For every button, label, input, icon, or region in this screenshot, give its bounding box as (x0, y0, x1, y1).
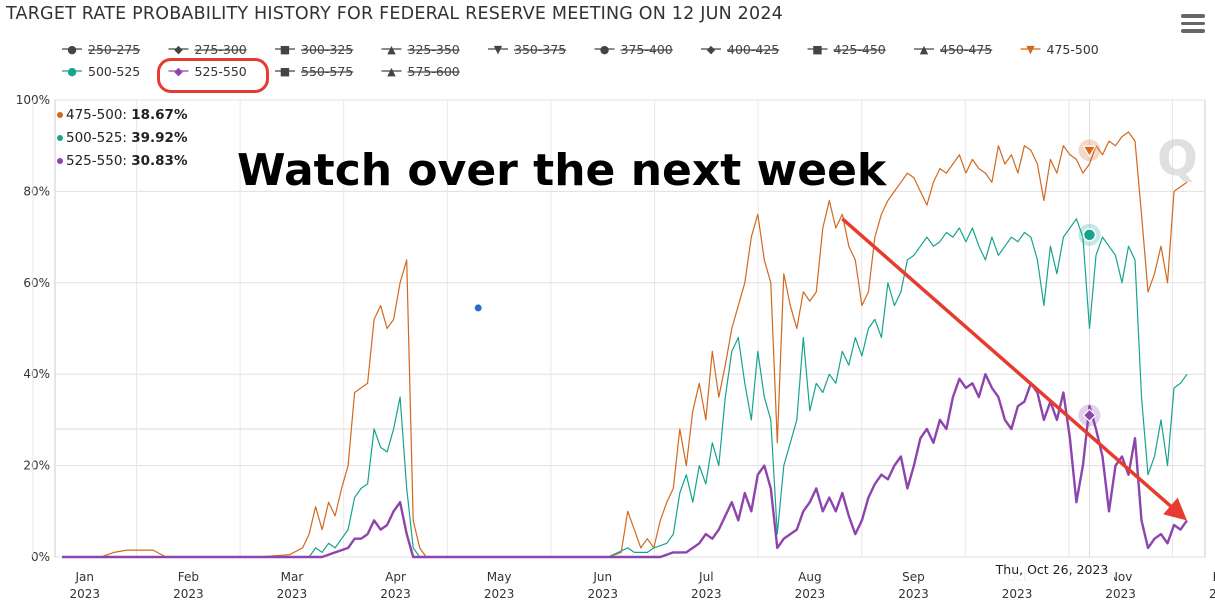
hover-marker-525-550 (1082, 408, 1097, 423)
readout-dot (57, 112, 63, 118)
chart-title: TARGET RATE PROBABILITY HISTORY FOR FEDE… (6, 4, 783, 24)
x-tick-year: 2023 (69, 587, 100, 601)
legend-symbol: ▼ (494, 43, 503, 56)
x-tick-year: 2023 (795, 587, 826, 601)
annotation-arrow-line (841, 217, 1172, 508)
legend-symbol: ◆ (174, 65, 183, 78)
legend-item-300-325[interactable]: 300-325 (301, 42, 353, 57)
legend-symbol: ■ (812, 43, 822, 56)
legend-item-450-475[interactable]: 450-475 (940, 42, 992, 57)
legend-item-250-275[interactable]: 250-275 (88, 42, 140, 57)
y-tick-label: 0% (31, 550, 50, 564)
y-tick-label: 80% (23, 184, 50, 198)
readout-475-500: 475-500: 18.67% (66, 107, 188, 123)
x-tick-month: Jul (698, 570, 713, 584)
x-tick-year: 2023 (1002, 587, 1033, 601)
x-tick-year: 2023 (898, 587, 929, 601)
legend-symbol: ● (67, 43, 77, 56)
legend-symbol: ▲ (387, 43, 396, 56)
annotation-text: Watch over the next week (237, 145, 888, 196)
x-tick-month: Jan (75, 570, 95, 584)
x-tick-year: 2023 (1209, 587, 1215, 601)
readout-500-525: 500-525: 39.92% (66, 130, 188, 146)
annotation-arrow-head (1163, 497, 1187, 521)
x-tick-month: May (487, 570, 512, 584)
x-tick-month: Feb (178, 570, 199, 584)
date-tooltip: Thu, Oct 26, 2023 (990, 558, 1114, 582)
legend-symbol: ● (67, 65, 77, 78)
legend-symbol: ■ (280, 65, 290, 78)
y-tick-label: 60% (23, 276, 50, 290)
legend-item-425-450[interactable]: 425-450 (834, 42, 886, 57)
legend-symbol: ▼ (1026, 43, 1035, 56)
legend-item-525-550[interactable]: 525-550 (195, 64, 247, 79)
x-tick-month: Mar (281, 570, 304, 584)
series-line-500-525 (62, 218, 1188, 558)
legend-symbol: ◆ (707, 43, 716, 56)
series-line-525-550 (62, 373, 1188, 559)
series-line-475-500 (62, 131, 1188, 558)
legend-item-375-400[interactable]: 375-400 (621, 42, 673, 57)
x-tick-month: Dec (1213, 570, 1215, 584)
legend-item-575-600[interactable]: 575-600 (408, 64, 460, 79)
legend-symbol: ◆ (174, 43, 183, 56)
legend-symbol: ● (600, 43, 610, 56)
readout-dot (57, 135, 63, 141)
legend-item-325-350[interactable]: 325-350 (408, 42, 460, 57)
y-tick-label: 40% (23, 367, 50, 381)
legend-item-550-575[interactable]: 550-575 (301, 64, 353, 79)
x-tick-year: 2023 (173, 587, 204, 601)
stray-blue-dot (474, 304, 482, 312)
chart-menu-icon[interactable] (1181, 14, 1205, 36)
x-tick-month: Jun (592, 570, 612, 584)
legend-symbol: ■ (280, 43, 290, 56)
x-tick-year: 2023 (1105, 587, 1136, 601)
legend-symbol: ▲ (387, 65, 396, 78)
readout-525-550: 525-550: 30.83% (66, 153, 188, 169)
x-tick-month: Apr (385, 570, 406, 584)
x-tick-month: Nov (1109, 570, 1132, 584)
x-tick-year: 2023 (691, 587, 722, 601)
legend-item-475-500[interactable]: 475-500 (1047, 42, 1099, 57)
hover-marker-500-525 (1082, 228, 1097, 242)
readout-dot (57, 158, 63, 164)
legend-item-500-525[interactable]: 500-525 (88, 64, 140, 79)
legend-symbol: ▲ (920, 43, 929, 56)
legend-item-275-300[interactable]: 275-300 (195, 42, 247, 57)
hover-marker-475-500 (1082, 145, 1097, 158)
x-tick-year: 2023 (587, 587, 618, 601)
x-tick-year: 2023 (277, 587, 308, 601)
legend-item-350-375[interactable]: 350-375 (514, 42, 566, 57)
watermark-logo: Q (1157, 131, 1198, 187)
x-tick-year: 2023 (484, 587, 515, 601)
x-tick-year: 2023 (380, 587, 411, 601)
x-tick-month: Sep (902, 570, 925, 584)
legend-item-400-425[interactable]: 400-425 (727, 42, 779, 57)
x-tick-month: Aug (798, 570, 821, 584)
y-tick-label: 20% (23, 459, 50, 473)
legend-highlight-circle (157, 58, 269, 93)
